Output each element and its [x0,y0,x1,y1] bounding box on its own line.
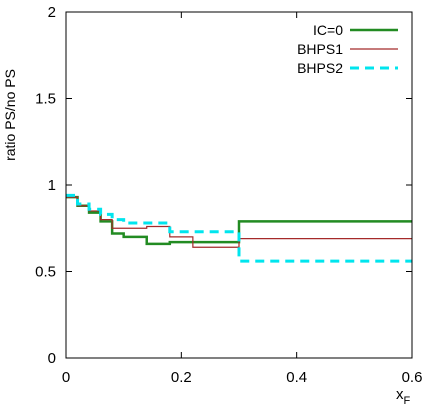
x-tick-label: 0 [62,369,70,386]
x-axis-label: xF [396,386,411,405]
y-tick-label: 1.5 [35,91,56,108]
x-tick-label: 0.4 [286,369,307,386]
y-tick-label: 0 [48,350,56,367]
y-tick-label: 2 [48,4,56,21]
ticks-layer: 0 0.2 0.4 0.6 0 0.5 1 1.5 2 [35,4,422,386]
y-axis-label: ratio PS/no PS [2,69,18,161]
y-tick-label: 0.5 [35,264,56,281]
x-axis-label-main: x [396,386,404,403]
x-axis-label-sub: F [404,395,411,405]
series-line-bhps2 [66,193,412,263]
legend-label: BHPS2 [297,60,343,76]
series-layer [66,193,412,263]
x-tick-label: 0.6 [402,369,423,386]
legend-label: BHPS1 [297,41,343,57]
y-tick-label: 1 [48,177,56,194]
plot-frame [65,11,413,359]
legend-label: IC=0 [313,22,343,38]
x-tick-label: 0.2 [171,369,192,386]
legend: IC=0 BHPS1 BHPS2 [297,22,398,76]
